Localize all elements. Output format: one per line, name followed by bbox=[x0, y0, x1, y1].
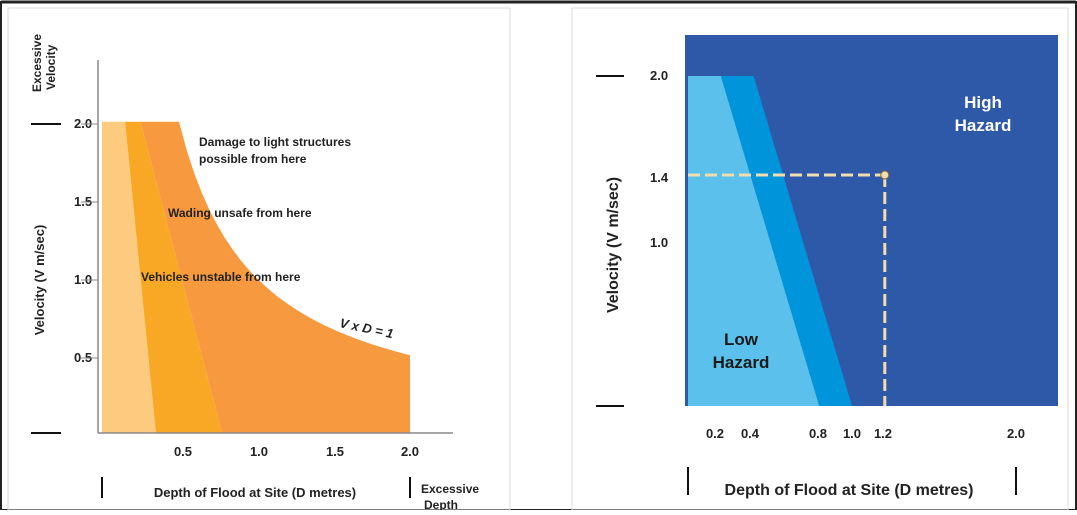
left-xtick-1.0: 1.0 bbox=[250, 444, 268, 459]
right-xtick-2.0: 2.0 bbox=[1007, 426, 1025, 441]
right-region-low-hazard bbox=[688, 76, 820, 406]
right-region-transition bbox=[720, 76, 852, 406]
right-low-hazard-line1: Low bbox=[724, 330, 759, 349]
left-x-label: Depth of Flood at Site (D metres) bbox=[154, 485, 356, 500]
left-region-band1 bbox=[102, 121, 156, 434]
left-xtick-2.0: 2.0 bbox=[401, 444, 419, 459]
right-marker-point bbox=[880, 170, 890, 180]
left-xtick-1.5: 1.5 bbox=[326, 444, 344, 459]
left-xtick-0.5: 0.5 bbox=[174, 444, 192, 459]
left-excessive-depth-line1: Excessive bbox=[421, 482, 479, 496]
right-ytick-1.4: 1.4 bbox=[650, 170, 669, 185]
left-chart: 2.0 1.5 1.0 0.5 0.5 1.0 1.5 2.0 Excessiv… bbox=[30, 34, 479, 512]
right-xtick-0.4: 0.4 bbox=[741, 426, 760, 441]
left-excessive-velocity-line1: Excessive bbox=[30, 34, 44, 92]
right-high-hazard-line2: Hazard bbox=[955, 116, 1012, 135]
right-xtick-0.8: 0.8 bbox=[809, 426, 827, 441]
right-xtick-1.2: 1.2 bbox=[874, 426, 892, 441]
right-ytick-1.0: 1.0 bbox=[650, 235, 668, 250]
right-xtick-0.2: 0.2 bbox=[706, 426, 724, 441]
right-high-hazard-line1: High bbox=[964, 93, 1002, 112]
left-y-label: Velocity (V m/sec) bbox=[32, 225, 47, 336]
right-low-hazard-line2: Hazard bbox=[713, 353, 770, 372]
right-chart: 2.0 1.4 1.0 0.2 0.4 0.8 1.0 1.2 2.0 Velo… bbox=[596, 35, 1058, 499]
right-x-label: Depth of Flood at Site (D metres) bbox=[725, 482, 974, 499]
left-panel-frame bbox=[7, 7, 511, 511]
right-y-label: Velocity (V m/sec) bbox=[605, 177, 622, 313]
left-excessive-depth-line2: Depth bbox=[424, 498, 458, 510]
right-ytick-2.0: 2.0 bbox=[650, 68, 668, 83]
left-annotation-vehicles: Vehicles unstable from here bbox=[141, 270, 301, 284]
right-xtick-1.0: 1.0 bbox=[843, 426, 861, 441]
left-region-band3 bbox=[140, 121, 410, 434]
left-annotation-wading: Wading unsafe from here bbox=[168, 206, 312, 220]
left-excessive-velocity-line2: Velocity bbox=[44, 44, 58, 90]
left-region-band2 bbox=[125, 121, 223, 434]
left-annotation-damage-line1: Damage to light structures bbox=[199, 135, 351, 149]
left-annotation-damage-line2: possible from here bbox=[199, 152, 307, 166]
